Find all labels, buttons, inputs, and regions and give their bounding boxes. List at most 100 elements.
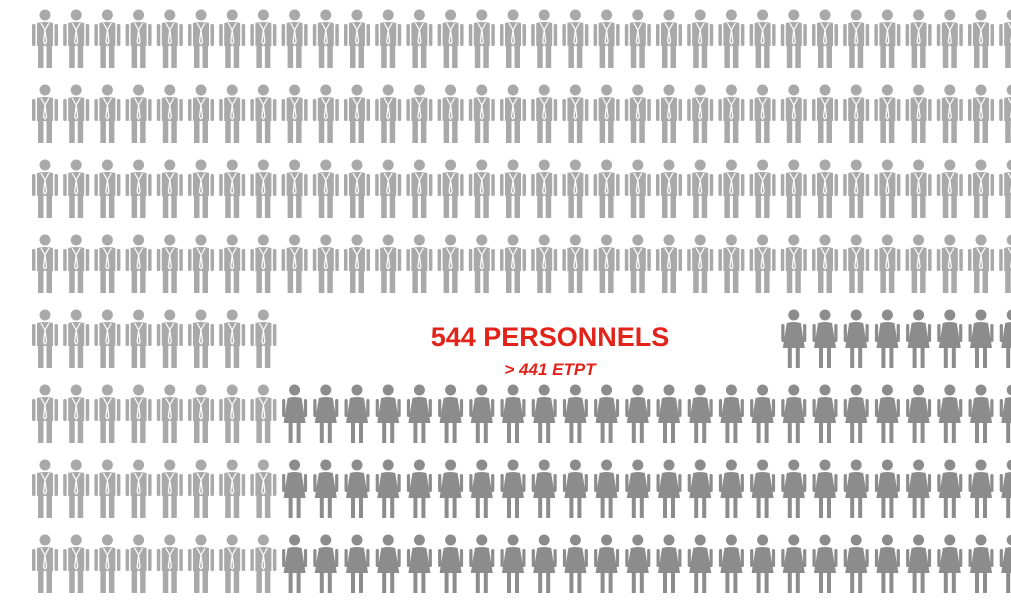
- man-icon: [468, 233, 496, 294]
- man-icon: [343, 158, 371, 219]
- woman-icon: [375, 534, 401, 593]
- woman-icon: [656, 459, 682, 518]
- woman-icon: [781, 384, 807, 443]
- woman-icon: [874, 384, 900, 443]
- woman-icon: [594, 534, 620, 593]
- man-icon: [717, 8, 746, 69]
- woman-icon: [531, 534, 557, 593]
- man-icon: [655, 158, 683, 219]
- man-icon: [62, 8, 90, 69]
- man-icon: [249, 458, 277, 519]
- man-icon: [748, 158, 777, 219]
- woman-icon: [687, 459, 713, 518]
- man-icon: [218, 83, 246, 144]
- man-icon: [374, 8, 402, 69]
- woman-icon: [594, 459, 620, 518]
- woman-icon: [906, 384, 932, 443]
- man-icon: [998, 8, 1011, 69]
- woman-icon: [937, 384, 963, 443]
- woman-icon: [344, 534, 370, 593]
- man-icon: [842, 83, 870, 144]
- woman-icon: [999, 459, 1011, 518]
- man-icon: [405, 158, 433, 219]
- woman-icon: [282, 459, 308, 518]
- woman-icon: [469, 459, 495, 518]
- woman-icon: [906, 459, 932, 518]
- woman-icon: [687, 534, 713, 593]
- woman-icon: [625, 459, 651, 518]
- woman-icon: [968, 309, 994, 368]
- man-icon: [62, 533, 90, 594]
- woman-icon: [968, 534, 994, 593]
- man-icon: [156, 8, 184, 69]
- man-icon: [780, 83, 808, 144]
- man-icon: [873, 83, 902, 144]
- woman-icon: [999, 534, 1011, 593]
- man-icon: [811, 83, 839, 144]
- man-icon: [93, 533, 122, 594]
- man-icon: [686, 158, 714, 219]
- man-icon: [530, 83, 558, 144]
- man-icon: [624, 158, 652, 219]
- man-icon: [842, 233, 870, 294]
- man-icon: [93, 158, 122, 219]
- man-icon: [343, 83, 371, 144]
- man-icon: [717, 233, 746, 294]
- woman-icon: [625, 384, 651, 443]
- man-icon: [904, 8, 933, 69]
- woman-icon: [906, 309, 932, 368]
- icon-grid: [31, 8, 1011, 594]
- man-icon: [499, 158, 527, 219]
- man-icon: [405, 8, 433, 69]
- man-icon: [218, 308, 246, 369]
- woman-icon: [469, 534, 495, 593]
- man-icon: [967, 158, 995, 219]
- man-icon: [125, 233, 153, 294]
- man-icon: [998, 233, 1011, 294]
- man-icon: [592, 233, 621, 294]
- man-icon: [530, 233, 558, 294]
- man-icon: [156, 233, 184, 294]
- man-icon: [281, 233, 309, 294]
- woman-icon: [968, 384, 994, 443]
- man-icon: [31, 83, 59, 144]
- man-icon: [437, 8, 465, 69]
- woman-icon: [781, 309, 807, 368]
- woman-icon: [937, 459, 963, 518]
- man-icon: [686, 233, 714, 294]
- woman-icon: [438, 459, 464, 518]
- man-icon: [156, 83, 184, 144]
- man-icon: [374, 233, 402, 294]
- woman-icon: [406, 534, 432, 593]
- man-icon: [437, 158, 465, 219]
- man-icon: [31, 233, 59, 294]
- man-icon: [936, 158, 964, 219]
- man-icon: [312, 233, 340, 294]
- woman-icon: [656, 384, 682, 443]
- woman-icon: [500, 384, 526, 443]
- man-icon: [686, 8, 714, 69]
- woman-icon: [843, 459, 869, 518]
- man-icon: [904, 83, 933, 144]
- man-icon: [187, 308, 215, 369]
- woman-icon: [687, 384, 713, 443]
- man-icon: [31, 533, 59, 594]
- man-icon: [31, 383, 59, 444]
- man-icon: [936, 233, 964, 294]
- man-icon: [967, 83, 995, 144]
- woman-icon: [656, 534, 682, 593]
- man-icon: [780, 158, 808, 219]
- man-icon: [655, 233, 683, 294]
- man-icon: [249, 158, 277, 219]
- man-icon: [281, 8, 309, 69]
- man-icon: [343, 233, 371, 294]
- woman-icon: [562, 534, 588, 593]
- man-icon: [125, 383, 153, 444]
- man-icon: [187, 458, 215, 519]
- man-icon: [437, 83, 465, 144]
- man-icon: [31, 158, 59, 219]
- man-icon: [748, 8, 777, 69]
- woman-icon: [750, 384, 776, 443]
- man-icon: [811, 158, 839, 219]
